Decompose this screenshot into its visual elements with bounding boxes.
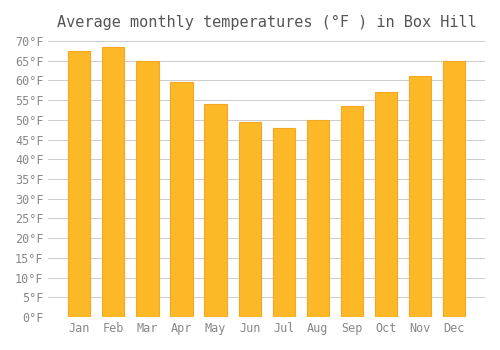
Bar xyxy=(375,92,397,317)
Bar xyxy=(341,106,363,317)
Bar xyxy=(306,120,329,317)
Bar xyxy=(136,61,158,317)
Title: Average monthly temperatures (°F ) in Box Hill: Average monthly temperatures (°F ) in Bo… xyxy=(57,15,476,30)
Bar xyxy=(170,82,192,317)
Bar xyxy=(409,76,431,317)
Bar xyxy=(238,122,260,317)
Bar xyxy=(204,104,227,317)
Bar xyxy=(68,51,90,317)
Bar xyxy=(102,47,124,317)
Bar xyxy=(272,128,295,317)
Bar xyxy=(443,61,465,317)
